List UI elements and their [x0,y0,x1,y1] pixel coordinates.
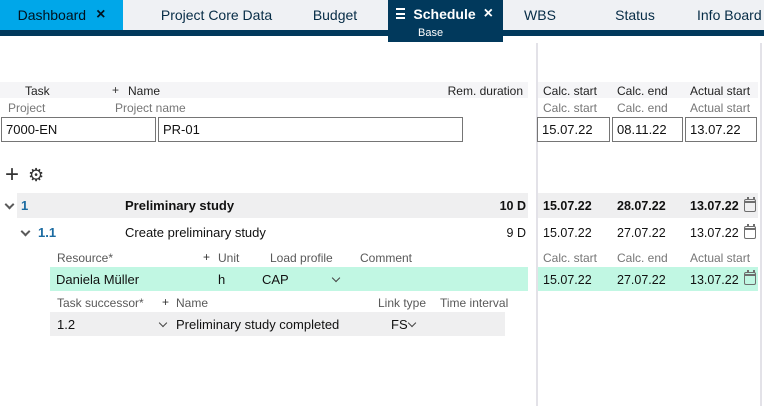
successor-link-type[interactable]: FS [391,317,408,332]
task-number: 1.1 [38,225,57,240]
task-calc-end: 28.07.22 [617,199,666,213]
calendar-icon[interactable] [744,270,756,285]
comment-col-header: Comment [360,251,413,265]
tab-budget[interactable]: Budget [312,7,358,23]
resource-unit[interactable]: h [218,272,226,287]
resource-name[interactable]: Daniela Müller [56,272,140,287]
tab-schedule[interactable]: Schedule × Base [388,0,503,42]
col-header-actual-start: Actual start [690,84,751,98]
tab-wbs[interactable]: WBS [524,7,556,23]
col-header-calc-start: Calc. start [543,84,598,98]
tab-info-board[interactable]: Info Board [697,7,762,23]
resource-load-profile[interactable]: CAP [262,272,289,287]
task-successor-col-header: Task successor* [57,296,144,310]
task-calc-start: 15.07.22 [543,226,592,240]
task-actual-start: 13.07.22 [690,226,739,240]
calendar-icon[interactable] [744,224,756,239]
col-header-rem-duration: Rem. duration [447,84,523,98]
tab-dashboard-label: Dashboard [17,7,87,23]
project-actual-start-input[interactable] [685,117,757,142]
sublabel-actual-start: Actual start [690,101,751,115]
successor-row-bg[interactable] [50,312,505,336]
tab-schedule-subtitle: Base [418,27,444,39]
task-calc-end: 27.07.22 [617,226,666,240]
header-band-left [0,82,528,98]
tab-dashboard[interactable]: Dashboard × [0,0,123,30]
task-name[interactable]: Create preliminary study [125,225,266,240]
add-successor-icon[interactable]: + [162,295,170,309]
successor-name-col-header: Name [176,296,209,310]
header-band-right [538,82,758,98]
collapse-chevron-icon[interactable] [4,199,15,210]
tab-dashboard-close-icon[interactable]: × [96,6,106,23]
project-calc-start-input[interactable] [537,117,610,142]
resource-row-dates-bg [538,267,758,291]
tab-schedule-label: Schedule [413,5,476,22]
active-tab-indicator-strip [0,30,764,36]
sublabel-calc-start: Calc. start [543,101,598,115]
add-resource-icon[interactable]: + [203,250,211,264]
task-calc-start: 15.07.22 [543,199,592,213]
calendar-icon[interactable] [744,197,756,212]
add-column-icon[interactable]: + [112,83,120,97]
tab-status[interactable]: Status [615,7,655,23]
resource-col-header: Resource* [57,251,114,265]
right-edge-divider [760,43,762,406]
sublabel-calc-end: Calc. end [617,101,668,115]
calc-end-col-header: Calc. end [617,251,668,265]
resource-actual-start: 13.07.22 [690,273,739,287]
menu-icon[interactable] [396,8,406,19]
sublabel-project: Project [8,101,46,115]
tab-schedule-close-icon[interactable]: × [483,4,493,22]
task-row-1-bg[interactable] [17,193,528,218]
task-row-1-dates-bg [538,193,758,218]
resource-calc-end: 27.07.22 [617,273,666,287]
successor-number[interactable]: 1.2 [57,317,76,332]
gear-icon[interactable]: ⚙ [28,165,45,185]
add-task-icon[interactable]: + [5,161,20,188]
col-header-task: Task [25,84,50,98]
task-rem-duration: 9 D [506,226,526,240]
task-name[interactable]: Preliminary study [125,198,235,213]
pane-divider [536,43,538,406]
tab-bar [0,0,764,30]
task-number: 1 [21,198,29,213]
successor-name: Preliminary study completed [176,317,340,332]
link-type-col-header: Link type [378,296,427,310]
task-rem-duration: 10 D [499,199,526,213]
tab-project-core-data[interactable]: Project Core Data [160,7,273,23]
time-interval-col-header: Time interval [440,296,509,310]
collapse-chevron-icon[interactable] [20,226,31,237]
col-header-name: Name [128,84,161,98]
project-task-input[interactable] [1,117,156,142]
task-actual-start: 13.07.22 [690,199,739,213]
calc-start-col-header: Calc. start [543,251,598,265]
sublabel-project-name: Project name [115,101,186,115]
resource-row-bg[interactable] [50,267,528,291]
load-profile-col-header: Load profile [270,251,333,265]
resource-calc-start: 15.07.22 [543,273,592,287]
project-calc-end-input[interactable] [612,117,683,142]
actual-start-col-header: Actual start [690,251,751,265]
unit-col-header: Unit [218,251,240,265]
col-header-calc-end: Calc. end [617,84,668,98]
project-name-input[interactable] [158,117,463,142]
